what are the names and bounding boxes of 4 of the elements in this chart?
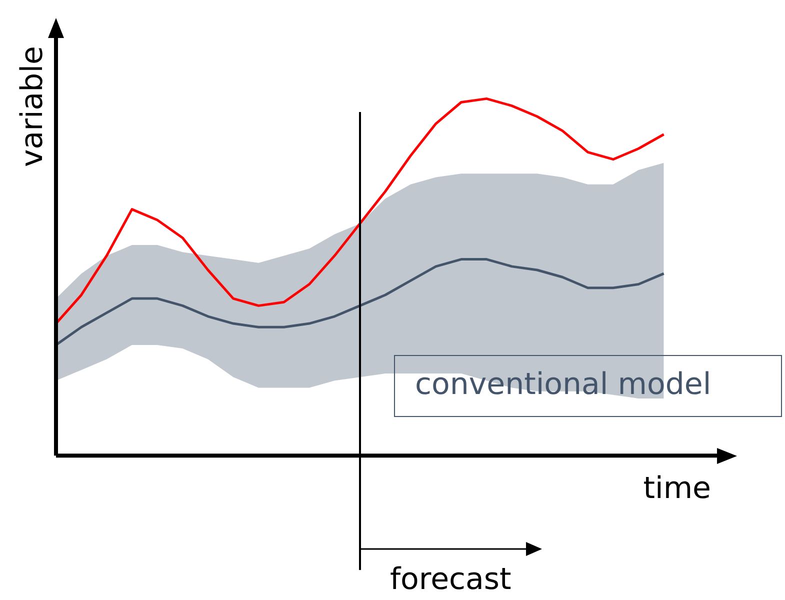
annotation: conventional model	[394, 355, 782, 417]
x-axis-title: time	[643, 471, 711, 506]
text: forecast	[390, 562, 512, 598]
y-axis-title: variable	[15, 46, 50, 168]
